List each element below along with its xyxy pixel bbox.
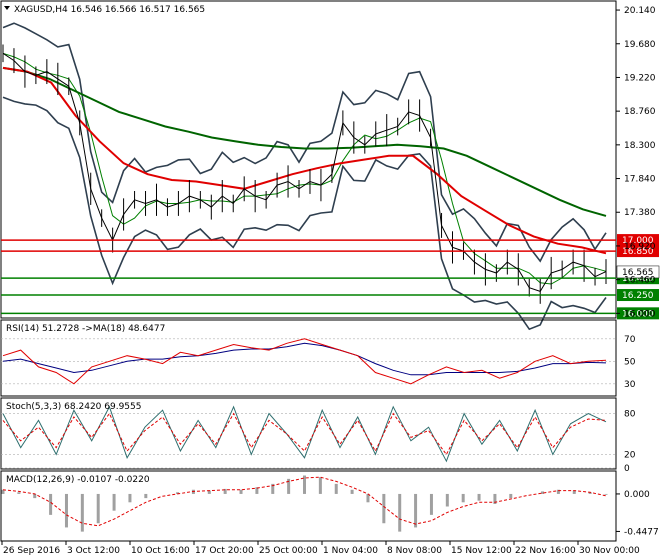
level-label-1: 16.850 <box>622 247 654 257</box>
y-tick-label-4: 18.300 <box>624 141 656 151</box>
x-tick-label-8: 22 Nov 16:00 <box>515 546 576 556</box>
macd-tick-1: -0.4477 <box>624 527 659 537</box>
fast-ma-line <box>2 52 607 285</box>
level-label-bg-1 <box>617 245 659 258</box>
x-tick-label-0: 26 Sep 2016 <box>3 546 60 556</box>
x-tick-label-7: 15 Nov 12:00 <box>451 546 512 556</box>
level-label-2: 16.480 <box>622 274 654 284</box>
macd-tick-0: 0.000 <box>624 490 650 500</box>
x-tick-label-9: 30 Nov 00:00 <box>579 546 640 556</box>
mid-ma-line <box>2 66 607 255</box>
y-tick-label-5: 17.840 <box>624 175 656 185</box>
slow-ma-line <box>2 66 607 217</box>
current-price-bg <box>616 265 660 279</box>
stoch-panel: 80 20 0 <box>1 405 636 474</box>
collapse-triangle-icon[interactable] <box>4 6 10 10</box>
rsi-tick-0: 70 <box>624 335 636 345</box>
rsi-label: RSI(14) 51.2728 ->MA(18) 48.6477 <box>6 324 165 334</box>
level-label-3: 16.250 <box>622 291 654 301</box>
y-tick-label-7: 16.920 <box>624 242 656 252</box>
level-label-bg-3 <box>617 289 659 302</box>
macd-panel: 0.000 -0.4477 <box>1 475 659 537</box>
current-price-label: 16.565 <box>622 268 654 278</box>
macd-label: MACD(12,26,9) -0.0107 -0.0220 <box>6 475 150 485</box>
bollinger-lower <box>2 96 607 331</box>
main-y-axis: 20.140 19.680 19.220 18.760 18.300 17.840 17.3… <box>616 6 656 319</box>
main-panel-frame <box>0 0 617 319</box>
rsi-panel-frame <box>0 319 617 397</box>
close-price-line <box>2 52 607 293</box>
time-axis: 26 Sep 2016 3 Oct 12:00 10 Oct 16:00 17 Oct… <box>1 541 640 556</box>
y-tick-label-0: 20.140 <box>624 6 656 16</box>
level-label-4: 16.000 <box>622 309 654 319</box>
price-series <box>2 44 607 304</box>
stoch-tick-0: 80 <box>624 410 636 420</box>
rsi-panel: 70 50 30 <box>1 335 636 390</box>
stoch-label: Stoch(5,3,3) 68.2420 69.9555 <box>6 402 141 412</box>
level-label-bg-4 <box>617 307 659 320</box>
stoch-tick-1: 20 <box>624 450 636 460</box>
y-tick-label-2: 19.220 <box>624 73 656 83</box>
moving-averages <box>2 66 607 255</box>
y-tick-label-9: 16.000 <box>624 309 656 319</box>
stoch-k-line <box>2 405 607 463</box>
x-tick-label-3: 17 Oct 20:00 <box>195 546 254 556</box>
level-label-bg-0 <box>617 234 659 247</box>
rsi-ma-line <box>2 342 607 376</box>
y-tick-label-8: 16.460 <box>624 276 656 286</box>
level-label-0: 17.000 <box>622 236 654 246</box>
x-tick-label-6: 8 Nov 08:00 <box>387 546 442 556</box>
x-tick-label-5: 1 Nov 04:00 <box>323 546 378 556</box>
macd-signal-line <box>2 476 607 527</box>
x-tick-label-2: 10 Oct 16:00 <box>131 546 190 556</box>
y-tick-label-1: 19.680 <box>624 40 656 50</box>
x-tick-label-1: 3 Oct 12:00 <box>67 546 120 556</box>
bollinger-bands <box>2 22 607 331</box>
y-tick-label-3: 18.760 <box>624 107 656 117</box>
stoch-panel-frame <box>0 397 617 470</box>
bollinger-upper <box>2 22 607 263</box>
y-tick-label-6: 17.380 <box>624 208 656 218</box>
rsi-tick-1: 50 <box>624 357 636 367</box>
macd-panel-frame <box>0 470 617 542</box>
chart-header: XAGUSD,H4 16.546 16.566 16.517 16.565 <box>14 5 205 15</box>
x-tick-label-4: 25 Oct 00:00 <box>259 546 318 556</box>
rsi-tick-2: 30 <box>624 380 636 390</box>
rsi-line <box>2 338 607 385</box>
stoch-tick-2: 0 <box>624 464 630 474</box>
